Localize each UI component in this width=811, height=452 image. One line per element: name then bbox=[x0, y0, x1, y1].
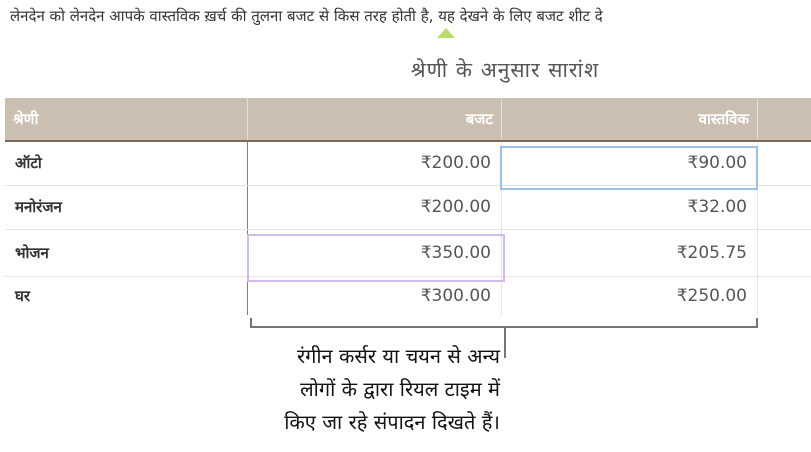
header-category[interactable]: श्रेणी bbox=[5, 98, 248, 140]
table-row: भोजन ₹350.00 ₹205.75 bbox=[5, 230, 811, 277]
table-row: मनोरंजन ₹200.00 ₹32.00 bbox=[5, 186, 811, 230]
header-budget[interactable]: बजट bbox=[248, 98, 502, 140]
cell-category[interactable]: मनोरंजन bbox=[5, 186, 248, 229]
callout-text: रंगीन कर्सर या चयन से अन्य लोगों के द्वा… bbox=[284, 340, 500, 439]
cell-budget[interactable]: ₹350.00 bbox=[248, 230, 502, 276]
cell-budget[interactable]: ₹200.00 bbox=[248, 142, 502, 185]
cell-actual[interactable]: ₹250.00 bbox=[502, 277, 758, 315]
cell-budget[interactable]: ₹300.00 bbox=[248, 277, 502, 315]
intro-text: लेनदेन को लेनदेन आपके वास्तविक ख़र्च की … bbox=[10, 7, 603, 25]
table-row: घर ₹300.00 ₹250.00 bbox=[5, 277, 811, 315]
cell-category[interactable]: ऑटो bbox=[5, 142, 248, 185]
cell-category[interactable]: घर bbox=[5, 277, 248, 315]
callout-line bbox=[504, 328, 506, 358]
callout-bracket bbox=[250, 318, 758, 328]
callout-line-2: लोगों के द्वारा रियल टाइम में bbox=[300, 377, 500, 401]
collaborator-selection-purple bbox=[247, 234, 505, 282]
cell-category[interactable]: भोजन bbox=[5, 230, 248, 276]
callout-line-3: किए जा रहे संपादन दिखते हैं। bbox=[284, 410, 500, 434]
table-title: श्रेणी के अनुसार सारांश bbox=[410, 58, 600, 82]
header-actual[interactable]: वास्तविक bbox=[502, 98, 758, 140]
cell-budget[interactable]: ₹200.00 bbox=[248, 186, 502, 229]
cell-actual[interactable]: ₹205.75 bbox=[502, 230, 758, 276]
header-row: श्रेणी बजट वास्तविक bbox=[5, 98, 811, 142]
cell-actual[interactable]: ₹32.00 bbox=[502, 186, 758, 229]
collaborator-selection-blue bbox=[500, 146, 758, 190]
callout-line-1: रंगीन कर्सर या चयन से अन्य bbox=[296, 344, 500, 368]
pointer-arrow-icon bbox=[437, 28, 455, 38]
